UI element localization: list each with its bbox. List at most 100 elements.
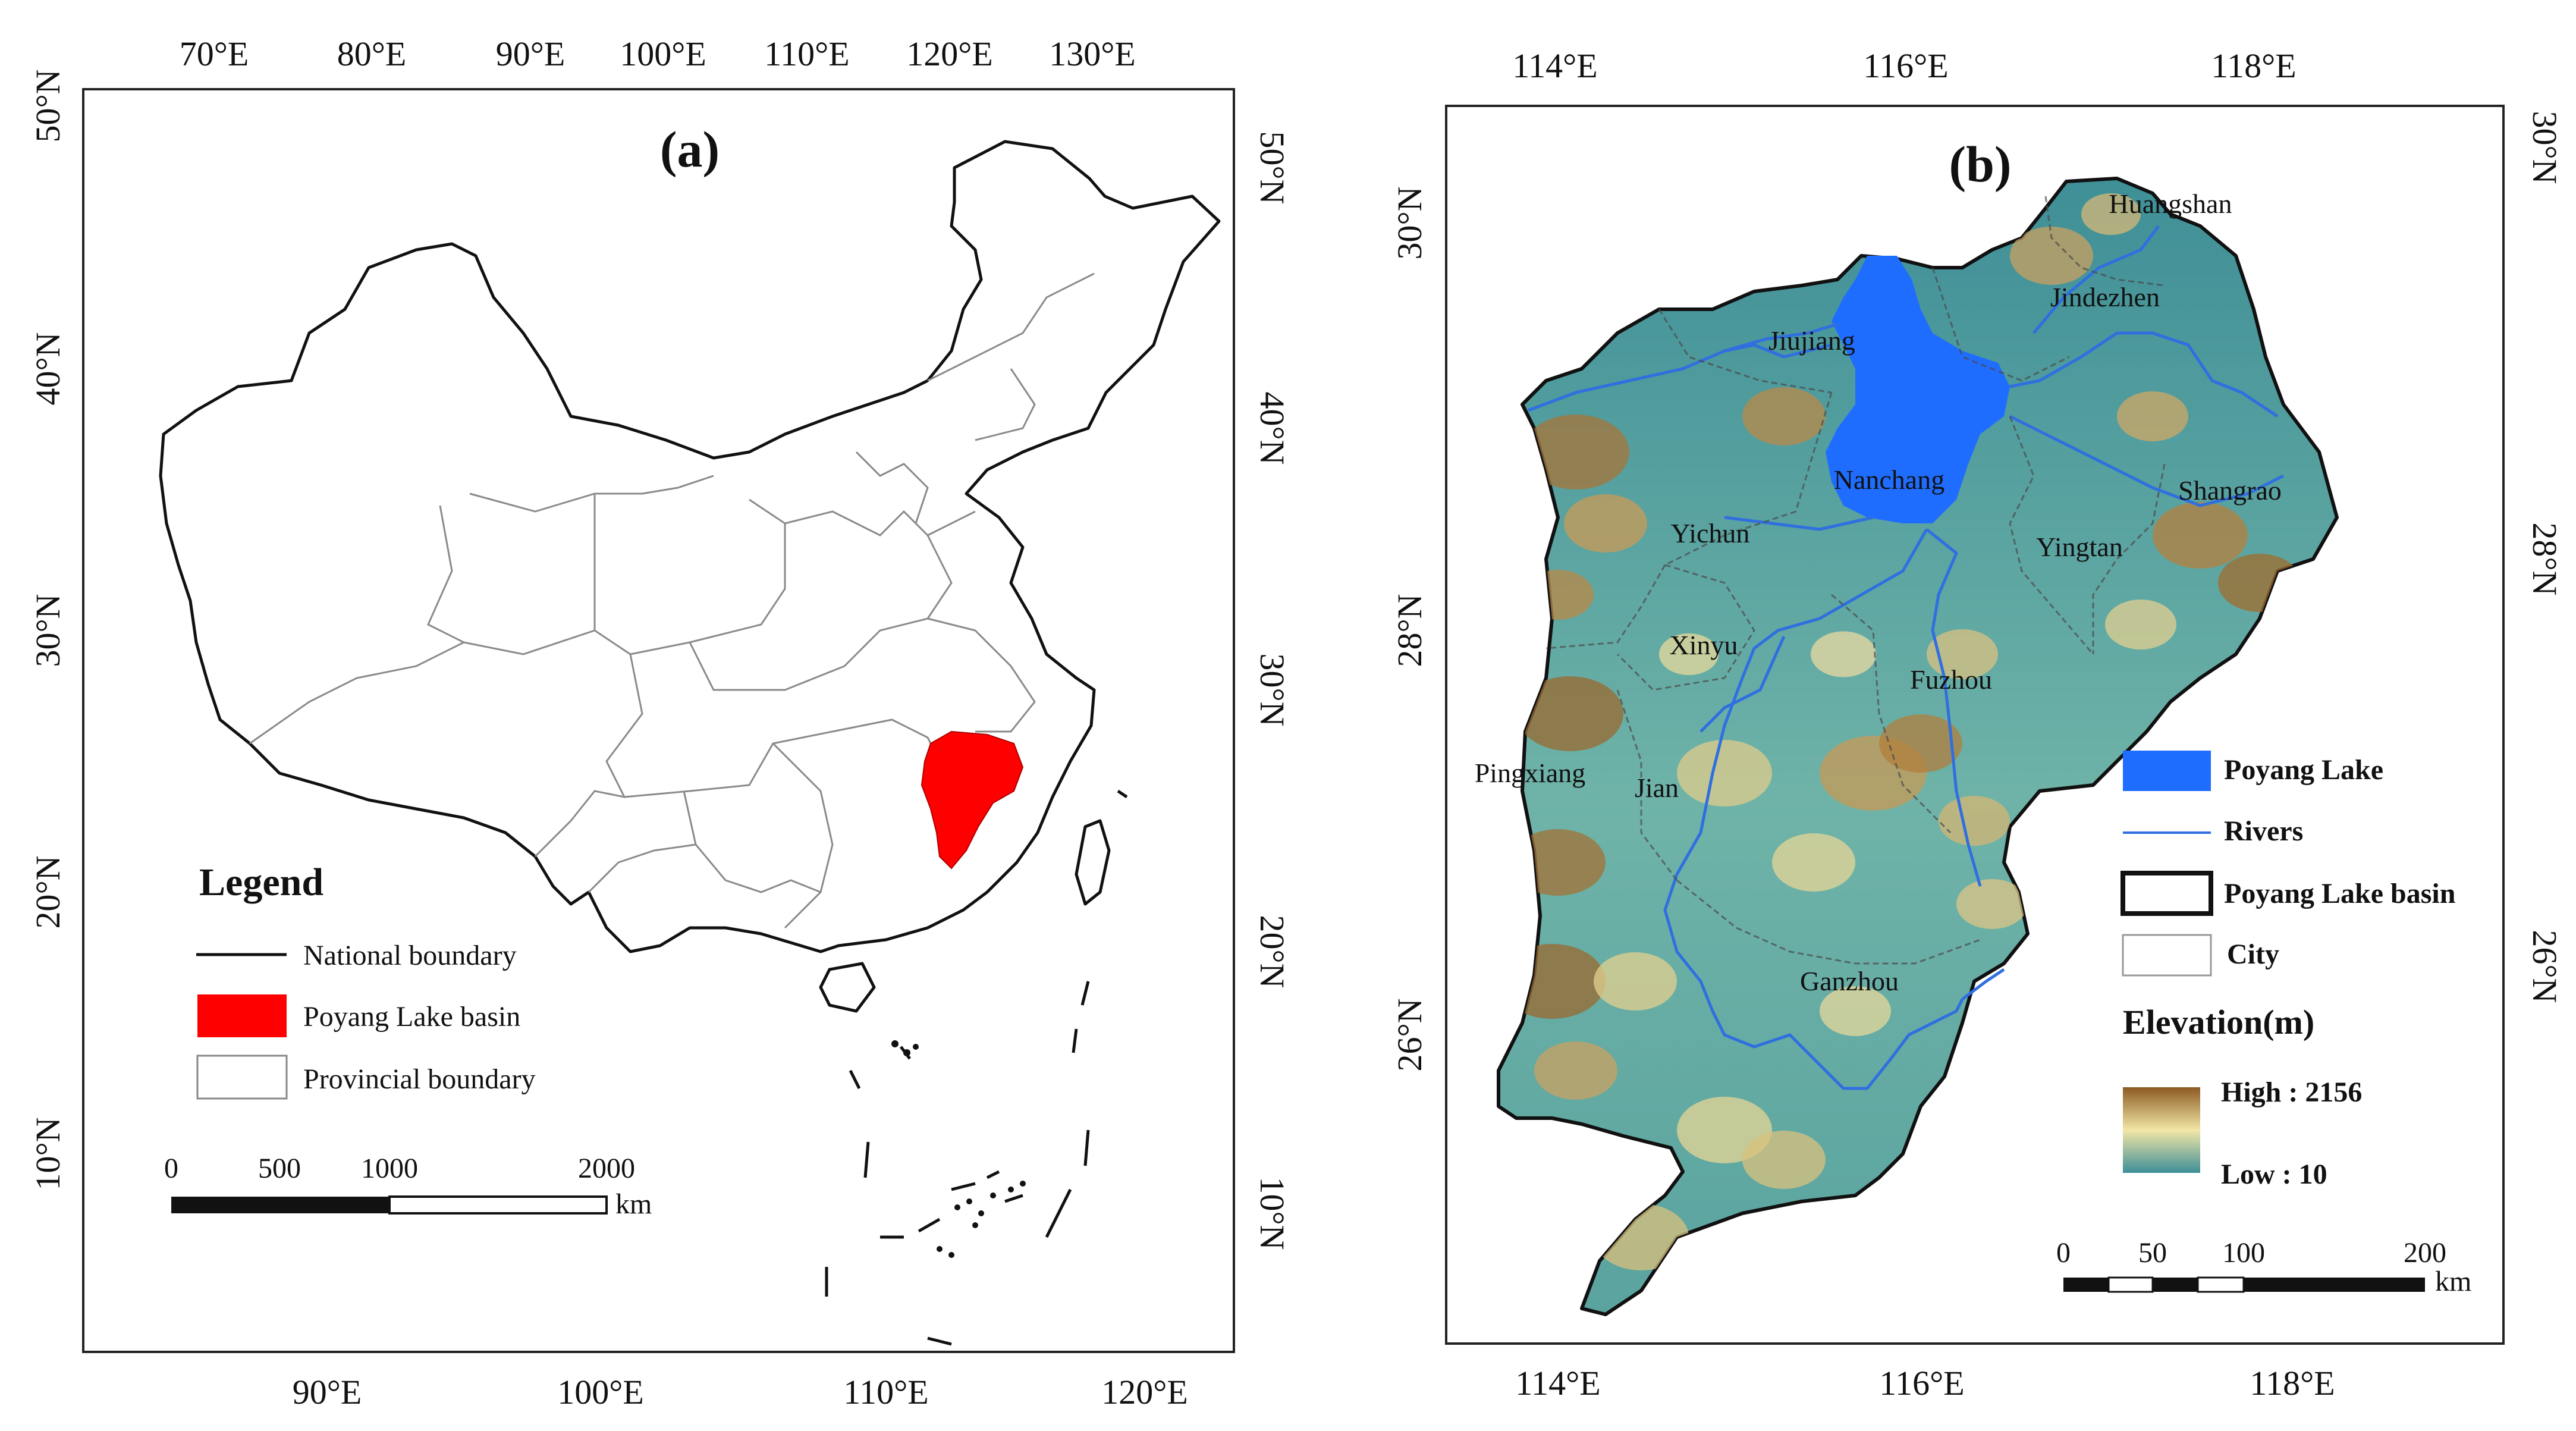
a-left-tick: 30°N [29, 594, 67, 667]
legend-city-symbol [2122, 934, 2212, 977]
relief-patch [2081, 193, 2141, 235]
scale-label-2000: 2000 [578, 1153, 635, 1184]
scale-b-unit: km [2435, 1266, 2471, 1297]
legend-rivers: Rivers [2224, 815, 2303, 847]
relief-patch [1510, 829, 1606, 896]
a-left-tick: 40°N [29, 332, 67, 405]
relief-patch [1939, 796, 2010, 846]
elevation-ramp [2123, 1087, 2200, 1173]
relief-patch [1879, 714, 1962, 773]
scale-b-100: 100 [2222, 1237, 2265, 1269]
panel-a-label: (a) [660, 121, 720, 178]
china-national-boundary [159, 140, 1221, 953]
city-fuzhou: Fuzhou [1910, 664, 1992, 695]
panel-b-legend: Poyang Lake Rivers Poyang Lake basin Cit… [2121, 751, 2455, 1190]
panel-b-label: (b) [1949, 136, 2011, 193]
legend-poyang-lake: Poyang Lake [2224, 754, 2383, 786]
elevation-title: Elevation(m) [2123, 1003, 2314, 1041]
legend-national-boundary: National boundary [303, 940, 517, 971]
poyang-lake [1826, 256, 2010, 523]
relief-patch [1522, 415, 1629, 489]
panel-a: (a) 70°E 80°E 90°E 100°E 110°E 120°E 130°E 90°E… [29, 34, 1292, 1411]
relief-patch [1742, 387, 1826, 445]
panel-a-scalebar: 0 500 1000 2000 km [164, 1153, 652, 1220]
legend-city: City [2227, 939, 2279, 970]
panel-a-frame [82, 88, 1235, 1353]
relief-patch [1522, 570, 1594, 620]
panel-b-scalebar: 0 50 100 200 km [2056, 1237, 2471, 1297]
relief-patch [1820, 986, 1891, 1036]
legend-poyang-basin: Poyang Lake basin [303, 1001, 520, 1033]
a-left-tick: 20°N [29, 855, 67, 928]
city-jindezhen: Jindezhen [2050, 282, 2160, 312]
b-left-tick: 30°N [1390, 186, 1429, 259]
relief-patch [1516, 676, 1623, 751]
panel-a-ticks: 70°E 80°E 90°E 100°E 110°E 120°E 130°E 90°E 100°… [29, 34, 1292, 1411]
b-right-tick: 28°N [2525, 522, 2564, 595]
city-jian: Jian [1635, 773, 1679, 803]
scale-label-500: 500 [258, 1153, 301, 1184]
scalebar-white-segment [388, 1195, 608, 1215]
a-right-tick: 30°N [1253, 653, 1292, 726]
city-yichun: Yichun [1671, 518, 1750, 548]
scale-label-1000: 1000 [361, 1153, 418, 1184]
b-top-tick: 114°E [1512, 46, 1597, 85]
relief-patch [1772, 833, 1855, 892]
relief-patch [1742, 1131, 1826, 1189]
panel-a-legend: Legend National boundary Poyang Lake bas… [196, 861, 536, 1100]
relief-patch [1594, 952, 1677, 1011]
city-pingxiang: Pingxiang [1475, 758, 1586, 788]
south-china-sea-islands [825, 789, 1128, 1346]
poyang-basin-highlight [921, 730, 1024, 870]
scaleb-seg5 [2244, 1278, 2425, 1292]
a-bottom-tick: 90°E [293, 1373, 362, 1411]
city-labels: Huangshan Jindezhen Jiujiang Nanchang Sh… [1475, 189, 2282, 996]
b-top-tick: 118°E [2211, 46, 2296, 85]
provincial-boundary-symbol [196, 1055, 288, 1100]
b-bottom-tick: 116°E [1879, 1364, 1964, 1402]
a-bottom-tick: 120°E [1101, 1373, 1188, 1411]
city-nanchang: Nanchang [1834, 465, 1944, 495]
a-bottom-tick: 100°E [557, 1373, 644, 1411]
a-right-tick: 20°N [1253, 915, 1292, 988]
relief-patch [2218, 554, 2301, 612]
elevation-low: Low : 10 [2221, 1159, 2327, 1190]
relief-patch [1956, 879, 2028, 929]
scalebar-black-segment [171, 1197, 389, 1213]
legend-lake-symbol [2123, 751, 2211, 791]
island-dots [891, 1040, 1026, 1258]
b-bottom-tick: 118°E [2250, 1364, 2335, 1402]
a-top-tick: 100°E [620, 34, 706, 73]
basin-fill-symbol [197, 994, 287, 1037]
a-right-tick: 40°N [1253, 391, 1292, 465]
a-left-tick: 10°N [29, 1117, 67, 1190]
panel-b-ticks: 114°E 116°E 118°E 114°E 116°E 118°E 30°N 28°N 26… [1390, 46, 2564, 1402]
relief-patch [2010, 227, 2093, 285]
scaleb-seg4 [2197, 1276, 2245, 1293]
a-top-tick: 120°E [906, 34, 993, 73]
city-yingtan: Yingtan [2036, 532, 2123, 562]
scale-unit: km [615, 1188, 652, 1220]
relief-patch [1811, 631, 1876, 677]
city-boundaries [1545, 196, 2166, 965]
scale-b-50: 50 [2138, 1237, 2167, 1269]
a-top-tick: 130°E [1049, 34, 1136, 73]
rivers [1528, 225, 2285, 1090]
scaleb-seg2 [2107, 1276, 2154, 1293]
relief-patch [1564, 494, 1647, 553]
a-left-tick: 50°N [29, 69, 67, 142]
scaleb-seg3 [2153, 1278, 2198, 1292]
city-jiujiang: Jiujiang [1768, 325, 1855, 356]
terrain-relief [1499, 193, 2301, 1270]
b-left-tick: 28°N [1390, 594, 1429, 667]
legend-poyang-basin-b: Poyang Lake basin [2224, 878, 2455, 909]
b-top-tick: 116°E [1863, 46, 1948, 85]
a-top-tick: 80°E [337, 34, 407, 73]
relief-patch [2117, 391, 2188, 441]
relief-patch [1659, 633, 1719, 675]
scale-b-0: 0 [2056, 1237, 2071, 1269]
a-top-tick: 70°E [180, 34, 249, 73]
relief-patch [1677, 740, 1772, 806]
a-bottom-tick: 110°E [843, 1373, 928, 1411]
